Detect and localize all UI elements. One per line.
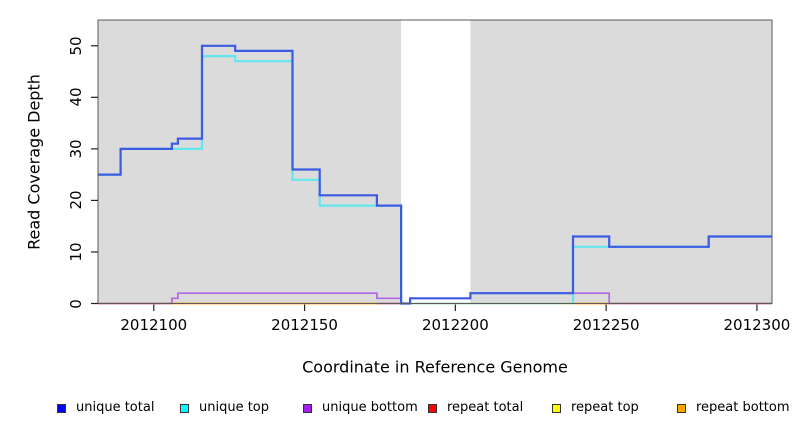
y-axis-tick-label: 20 [67,190,85,210]
legend-label: unique total [76,400,155,415]
plot-box-border [97,19,773,304]
series-line-unique-total [98,44,772,305]
legend-swatch-unique-bottom [303,404,312,413]
x-axis-title: Coordinate in Reference Genome [302,357,568,377]
legend-label: repeat top [571,400,639,415]
masked-region-band [401,20,471,304]
legend-label: unique top [199,400,270,415]
y-axis-tick-label: 30 [67,139,85,159]
legend-swatch-repeat-total [428,404,437,413]
legend-swatch-unique-total [57,404,66,413]
y-axis-tick-label: 10 [67,242,85,262]
legend-label: repeat total [447,400,524,415]
x-axis-tick-label: 2012250 [572,316,640,334]
y-axis-tick-label: 0 [67,298,85,309]
y-axis-title: Read Coverage Depth [24,74,44,250]
legend-label: repeat bottom [696,400,790,415]
legend-swatch-unique-top [180,404,189,413]
x-axis-tick-label: 2012300 [723,316,791,334]
x-axis-tick-label: 2012100 [120,316,188,334]
x-axis-tick-label: 2012200 [421,316,489,334]
y-axis-tick-label: 40 [67,87,85,107]
y-axis-tick-label: 50 [67,36,85,56]
legend-label: unique bottom [322,400,418,415]
x-axis-tick-label: 2012150 [271,316,338,334]
legend-swatch-repeat-bottom [677,404,686,413]
legend-swatch-repeat-top [552,404,561,413]
